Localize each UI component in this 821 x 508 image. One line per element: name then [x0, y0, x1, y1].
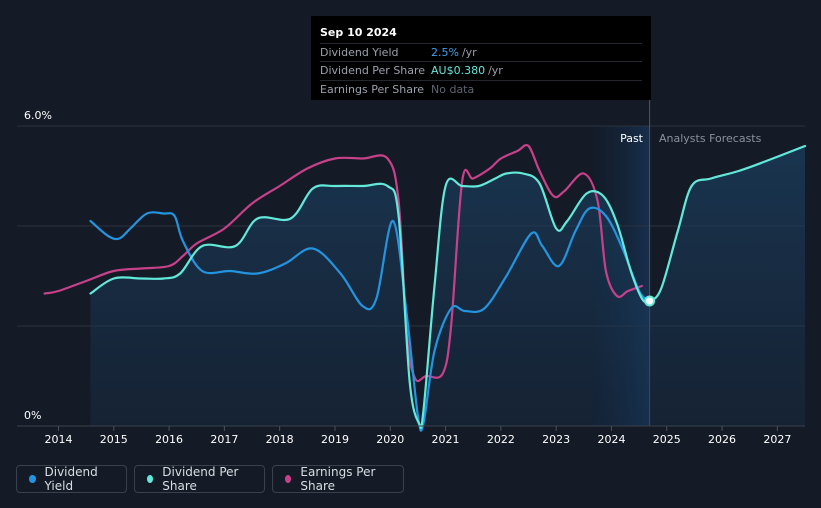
x-tick-label: 2024	[597, 433, 625, 446]
x-tick-label: 2025	[653, 433, 681, 446]
x-tick-label: 2019	[321, 433, 349, 446]
forecast-label: Analysts Forecasts	[659, 132, 762, 145]
tooltip-unit: /yr	[488, 64, 503, 77]
y-label-top: 6.0%	[24, 109, 52, 122]
x-tick-label: 2014	[44, 433, 72, 446]
earnings-per-share-line	[43, 143, 643, 383]
tooltip-label: Dividend Per Share	[320, 64, 426, 77]
x-tick-label: 2027	[763, 433, 791, 446]
tooltip-value: 2.5%	[431, 45, 459, 59]
legend-label: Dividend Per Share	[162, 465, 239, 493]
legend-dot-icon	[285, 475, 292, 483]
past-label: Past	[620, 132, 644, 145]
tooltip-unit: /yr	[461, 45, 477, 59]
legend-dot-icon	[147, 475, 154, 483]
tooltip-row-dividend-yield: Dividend Yield 2.5% /yr	[320, 42, 642, 62]
tooltip: Sep 10 2024 Dividend Yield 2.5% /yr Divi…	[311, 16, 651, 100]
x-tick-label: 2016	[155, 433, 183, 446]
legend-dividend-yield[interactable]: Dividend Yield	[16, 465, 127, 493]
dividend-per-share-area	[90, 146, 805, 428]
tooltip-value: AU$0.380	[431, 64, 486, 77]
tooltip-row-earnings-per-share: Earnings Per Share No data	[320, 79, 642, 99]
x-tick-label: 2017	[210, 433, 238, 446]
current-value-marker	[644, 295, 656, 307]
tooltip-label: Earnings Per Share	[320, 82, 425, 96]
x-tick-label: 2020	[376, 433, 404, 446]
x-tick-label: 2021	[432, 433, 460, 446]
legend-label: Earnings Per Share	[300, 465, 376, 493]
tooltip-label: Dividend Yield	[320, 45, 399, 59]
legend-earnings-per-share[interactable]: Earnings Per Share	[272, 465, 404, 493]
x-tick-label: 2023	[542, 433, 570, 446]
tooltip-row-dividend-per-share: Dividend Per Share AU$0.380 /yr	[320, 61, 642, 80]
x-tick-label: 2018	[266, 433, 294, 446]
x-tick-label: 2026	[708, 433, 736, 446]
tooltip-value: No data	[431, 82, 475, 96]
legend-dividend-per-share[interactable]: Dividend Per Share	[134, 465, 265, 493]
x-tick-label: 2022	[487, 433, 515, 446]
x-tick-label: 2015	[100, 433, 128, 446]
legend-label: Dividend Yield	[44, 465, 98, 493]
legend-dot-icon	[29, 475, 36, 483]
tooltip-date: Sep 10 2024	[320, 26, 397, 39]
y-label-bottom: 0%	[24, 409, 41, 422]
